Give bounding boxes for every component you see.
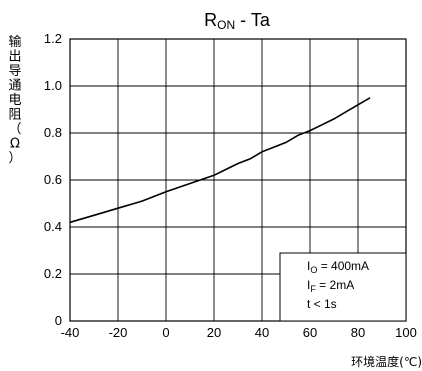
grid-lines [69,38,407,322]
y-axis-label-char: （ [8,122,21,137]
legend: IO = 400mA IF = 2mA t < 1s [279,252,407,322]
y-tick-label: 0 [55,313,62,328]
y-tick-label: 0.6 [44,172,62,187]
x-tick-labels: -40 -20 0 20 40 60 80 100 [61,325,417,340]
x-tick-label: -20 [109,325,128,340]
chart-title-rest: - Ta [235,10,271,30]
y-tick-label: 1.2 [44,31,62,46]
x-tick-label: 100 [395,325,417,340]
legend-io-base: I [307,259,310,273]
y-tick-label: 0.4 [44,219,62,234]
x-tick-label: 0 [162,325,169,340]
plot-frame [69,38,407,322]
y-tick-label: 0.8 [44,125,62,140]
y-axis-label-char: 输 [8,34,21,50]
x-axis-label: 环境温度(℃) [351,354,422,369]
y-axis-label-char: 导 [8,64,21,79]
legend-box [279,252,407,322]
chart-title-base: R [204,10,217,30]
x-tick-label: -40 [61,325,80,340]
legend-line-io: IO = 400mA [307,259,369,275]
y-axis-label-char: 电 [8,93,21,108]
legend-if-sub: F [310,284,316,294]
chart-title-subscript: ON [217,18,235,32]
y-tick-label: 1.0 [44,78,62,93]
series-group [69,97,371,224]
series-line [69,97,371,224]
legend-io-sub: O [310,265,317,275]
y-tick-labels: 0 0.2 0.4 0.6 0.8 1.0 1.2 [44,31,62,328]
x-tick-label: 20 [207,325,221,340]
chart-title: RON - Ta [204,10,271,32]
y-axis-label-char: 出 [8,50,21,65]
legend-line-if: IF = 2mA [307,278,354,294]
x-tick-label: 60 [303,325,317,340]
y-tick-label: 0.2 [44,266,62,281]
legend-line-t: t < 1s [307,297,337,311]
legend-if-base: I [307,278,310,292]
x-tick-label: 80 [351,325,365,340]
y-axis-label-char: ） [8,151,21,166]
legend-io-rest: = 400mA [317,259,369,273]
x-tick-label: 40 [255,325,269,340]
y-axis-label-char: 通 [8,79,21,94]
y-axis-label-char: Ω [10,137,20,152]
legend-if-rest: = 2mA [316,278,354,292]
y-axis-label-char: 阻 [8,108,21,123]
